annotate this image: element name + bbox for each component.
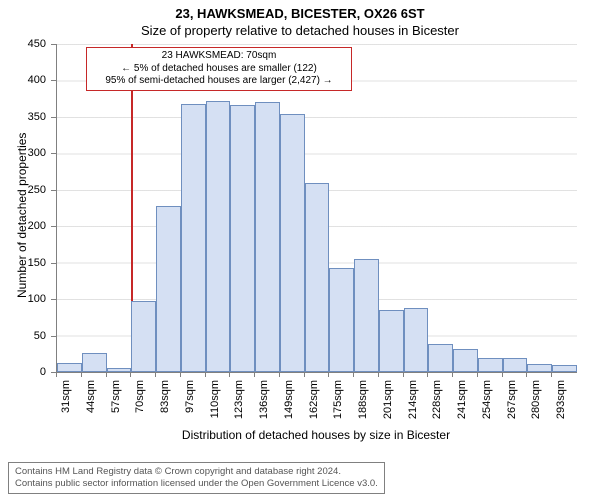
y-tick-mark: [51, 299, 56, 300]
x-tick-mark: [205, 372, 206, 377]
x-tick-label: 201sqm: [382, 380, 394, 430]
plot-area: [56, 44, 577, 373]
footer-box: Contains HM Land Registry data © Crown c…: [8, 462, 385, 494]
bar: [354, 259, 379, 372]
x-tick-label: 149sqm: [283, 380, 295, 430]
x-tick-mark: [279, 372, 280, 377]
x-tick-mark: [378, 372, 379, 377]
annotation-line2: ← 5% of detached houses are smaller (122…: [91, 63, 347, 76]
bar: [255, 102, 280, 372]
x-tick-label: 57sqm: [110, 380, 122, 430]
y-tick-label: 50: [0, 330, 46, 342]
footer-line2: Contains public sector information licen…: [15, 478, 378, 490]
x-tick-mark: [81, 372, 82, 377]
x-tick-mark: [254, 372, 255, 377]
y-tick-mark: [51, 190, 56, 191]
x-tick-label: 162sqm: [308, 380, 320, 430]
x-tick-label: 44sqm: [85, 380, 97, 430]
x-tick-mark: [502, 372, 503, 377]
x-tick-label: 280sqm: [530, 380, 542, 430]
x-tick-mark: [180, 372, 181, 377]
footer-line1: Contains HM Land Registry data © Crown c…: [15, 466, 378, 478]
y-tick-label: 150: [0, 257, 46, 269]
x-tick-mark: [229, 372, 230, 377]
bar: [181, 104, 206, 372]
x-tick-label: 175sqm: [332, 380, 344, 430]
y-tick-mark: [51, 80, 56, 81]
annotation-line3: 95% of semi-detached houses are larger (…: [91, 75, 347, 88]
y-tick-label: 400: [0, 74, 46, 86]
y-tick-label: 0: [0, 366, 46, 378]
x-tick-mark: [477, 372, 478, 377]
bar: [329, 268, 354, 372]
x-tick-label: 267sqm: [506, 380, 518, 430]
bar: [156, 206, 181, 372]
y-tick-label: 200: [0, 220, 46, 232]
annotation-box: 23 HAWKSMEAD: 70sqm ← 5% of detached hou…: [86, 47, 352, 91]
x-tick-mark: [155, 372, 156, 377]
annotation-line1: 23 HAWKSMEAD: 70sqm: [91, 50, 347, 63]
x-tick-label: 31sqm: [60, 380, 72, 430]
x-tick-mark: [526, 372, 527, 377]
y-tick-mark: [51, 153, 56, 154]
x-tick-label: 214sqm: [407, 380, 419, 430]
x-tick-mark: [403, 372, 404, 377]
x-tick-mark: [427, 372, 428, 377]
bar: [131, 301, 156, 372]
x-tick-label: 123sqm: [233, 380, 245, 430]
x-tick-label: 110sqm: [209, 380, 221, 430]
y-tick-label: 100: [0, 293, 46, 305]
x-tick-label: 293sqm: [555, 380, 567, 430]
bar: [57, 363, 82, 372]
bar: [404, 308, 429, 372]
x-tick-mark: [304, 372, 305, 377]
page-subtitle: Size of property relative to detached ho…: [0, 21, 600, 38]
x-tick-label: 241sqm: [456, 380, 468, 430]
y-tick-label: 300: [0, 147, 46, 159]
bar: [478, 358, 503, 372]
y-tick-label: 350: [0, 111, 46, 123]
y-tick-mark: [51, 44, 56, 45]
bar: [552, 365, 577, 372]
x-tick-mark: [551, 372, 552, 377]
bar: [503, 358, 528, 372]
x-tick-label: 188sqm: [357, 380, 369, 430]
page-title: 23, HAWKSMEAD, BICESTER, OX26 6ST: [0, 0, 600, 21]
x-tick-label: 254sqm: [481, 380, 493, 430]
y-tick-mark: [51, 263, 56, 264]
x-tick-mark: [56, 372, 57, 377]
bar: [379, 310, 404, 372]
bar: [305, 183, 330, 373]
x-tick-label: 83sqm: [159, 380, 171, 430]
y-tick-mark: [51, 117, 56, 118]
y-tick-mark: [51, 336, 56, 337]
bar: [280, 114, 305, 372]
x-tick-mark: [130, 372, 131, 377]
bar: [453, 349, 478, 372]
y-tick-mark: [51, 226, 56, 227]
x-tick-mark: [328, 372, 329, 377]
x-axis-title: Distribution of detached houses by size …: [56, 428, 576, 442]
chart-root: 23, HAWKSMEAD, BICESTER, OX26 6ST Size o…: [0, 0, 600, 500]
y-tick-label: 250: [0, 184, 46, 196]
x-tick-mark: [452, 372, 453, 377]
x-tick-label: 136sqm: [258, 380, 270, 430]
bar: [230, 105, 255, 372]
y-tick-label: 450: [0, 38, 46, 50]
bar: [428, 344, 453, 372]
x-tick-mark: [106, 372, 107, 377]
x-tick-label: 97sqm: [184, 380, 196, 430]
x-tick-mark: [353, 372, 354, 377]
x-tick-label: 228sqm: [431, 380, 443, 430]
bar: [82, 353, 107, 372]
x-tick-label: 70sqm: [134, 380, 146, 430]
bar: [206, 101, 231, 372]
bar: [107, 368, 132, 372]
bar: [527, 364, 552, 372]
